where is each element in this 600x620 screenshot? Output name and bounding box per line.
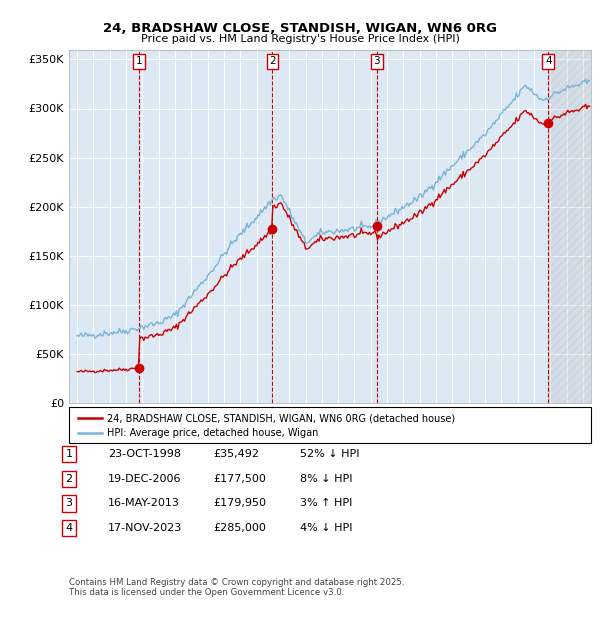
Text: 4: 4 xyxy=(545,56,551,66)
Text: 1: 1 xyxy=(65,449,73,459)
Text: 4: 4 xyxy=(65,523,73,533)
Text: £285,000: £285,000 xyxy=(213,523,266,533)
Text: 2: 2 xyxy=(65,474,73,484)
Text: 52% ↓ HPI: 52% ↓ HPI xyxy=(300,449,359,459)
Text: 19-DEC-2006: 19-DEC-2006 xyxy=(108,474,182,484)
Text: £179,950: £179,950 xyxy=(213,498,266,508)
Text: 17-NOV-2023: 17-NOV-2023 xyxy=(108,523,182,533)
Text: £35,492: £35,492 xyxy=(213,449,259,459)
Text: 2: 2 xyxy=(269,56,276,66)
Text: 24, BRADSHAW CLOSE, STANDISH, WIGAN, WN6 0RG (detached house): 24, BRADSHAW CLOSE, STANDISH, WIGAN, WN6… xyxy=(107,413,455,423)
Text: 3: 3 xyxy=(65,498,73,508)
Text: 23-OCT-1998: 23-OCT-1998 xyxy=(108,449,181,459)
Text: 1: 1 xyxy=(136,56,143,66)
Bar xyxy=(548,50,591,403)
Text: 3: 3 xyxy=(374,56,380,66)
Text: 4% ↓ HPI: 4% ↓ HPI xyxy=(300,523,353,533)
Text: 3% ↑ HPI: 3% ↑ HPI xyxy=(300,498,352,508)
Text: £177,500: £177,500 xyxy=(213,474,266,484)
Text: 24, BRADSHAW CLOSE, STANDISH, WIGAN, WN6 0RG: 24, BRADSHAW CLOSE, STANDISH, WIGAN, WN6… xyxy=(103,22,497,35)
Text: HPI: Average price, detached house, Wigan: HPI: Average price, detached house, Wiga… xyxy=(107,428,318,438)
Text: 16-MAY-2013: 16-MAY-2013 xyxy=(108,498,180,508)
Text: Contains HM Land Registry data © Crown copyright and database right 2025.
This d: Contains HM Land Registry data © Crown c… xyxy=(69,578,404,597)
Text: Price paid vs. HM Land Registry's House Price Index (HPI): Price paid vs. HM Land Registry's House … xyxy=(140,34,460,44)
Text: 8% ↓ HPI: 8% ↓ HPI xyxy=(300,474,353,484)
